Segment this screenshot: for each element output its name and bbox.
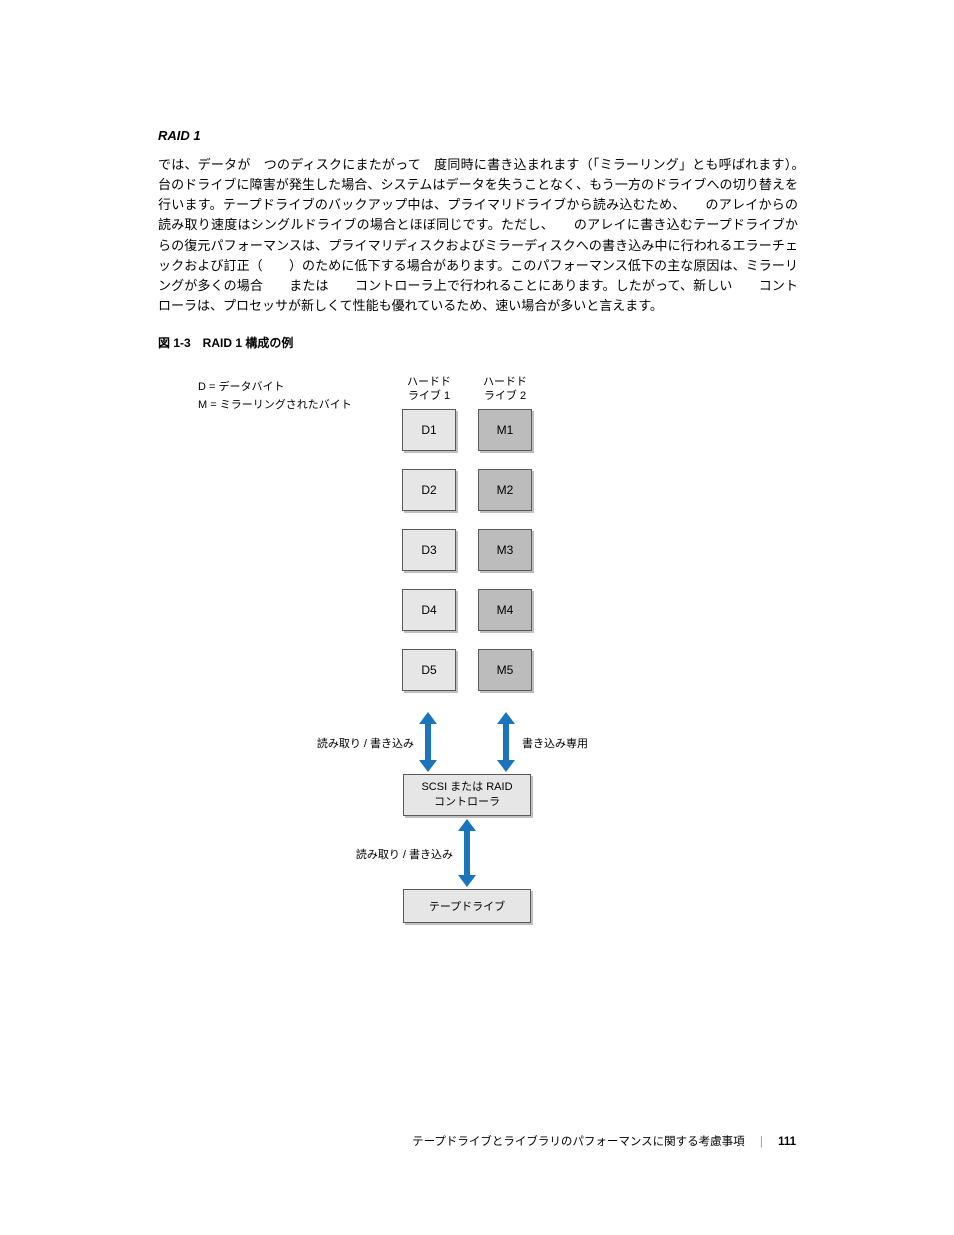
footer-divider: |	[760, 1136, 763, 1148]
label-read-write-left: 読み取り / 書き込み	[317, 735, 414, 751]
body-paragraph: では、データが つのディスクにまたがって 度同時に書き込まれます（「ミラーリング…	[158, 155, 798, 316]
figure-caption: 図 1-3 RAID 1 構成の例	[158, 334, 798, 351]
m-cell-2: M2	[478, 469, 532, 511]
m-cell-5: M5	[478, 649, 532, 691]
footer-text: テープドライブとライブラリのパフォーマンスに関する考慮事項	[412, 1136, 745, 1148]
page-content: RAID 1 では、データが つのディスクにまたがって 度同時に書き込まれます（…	[158, 128, 798, 959]
d-cell-3: D3	[402, 529, 456, 571]
legend-m: M = ミラーリングされたバイト	[198, 397, 352, 415]
controller-box: SCSI または RAIDコントローラ	[403, 774, 531, 816]
m-cell-4: M4	[478, 589, 532, 631]
m-cell-3: M3	[478, 529, 532, 571]
page-footer: テープドライブとライブラリのパフォーマンスに関する考慮事項 | 111	[412, 1133, 796, 1149]
arrow-controller-tape	[456, 819, 478, 887]
label-read-write-mid: 読み取り / 書き込み	[356, 846, 453, 862]
d-cell-5: D5	[402, 649, 456, 691]
column-header-2: ハードドライブ 2	[477, 375, 533, 404]
controller-line2: コントローラ	[434, 795, 500, 810]
arrow-drive2-controller	[495, 712, 517, 772]
d-cell-1: D1	[402, 409, 456, 451]
d-cell-4: D4	[402, 589, 456, 631]
column-header-1: ハードドライブ 1	[401, 375, 457, 404]
arrow-drive1-controller	[417, 712, 439, 772]
controller-line1: SCSI または RAID	[421, 780, 512, 795]
tape-drive-box: テープドライブ	[403, 889, 531, 923]
d-cell-2: D2	[402, 469, 456, 511]
legend-d: D = データバイト	[198, 379, 352, 397]
label-write-only: 書き込み専用	[522, 735, 588, 751]
page-number: 111	[778, 1136, 796, 1148]
m-cell-1: M1	[478, 409, 532, 451]
section-heading: RAID 1	[158, 128, 798, 143]
diagram-legend: D = データバイトM = ミラーリングされたバイト	[198, 379, 352, 414]
raid-diagram: D = データバイトM = ミラーリングされたバイト ハードドライブ 1 ハードドラ…	[158, 369, 798, 959]
